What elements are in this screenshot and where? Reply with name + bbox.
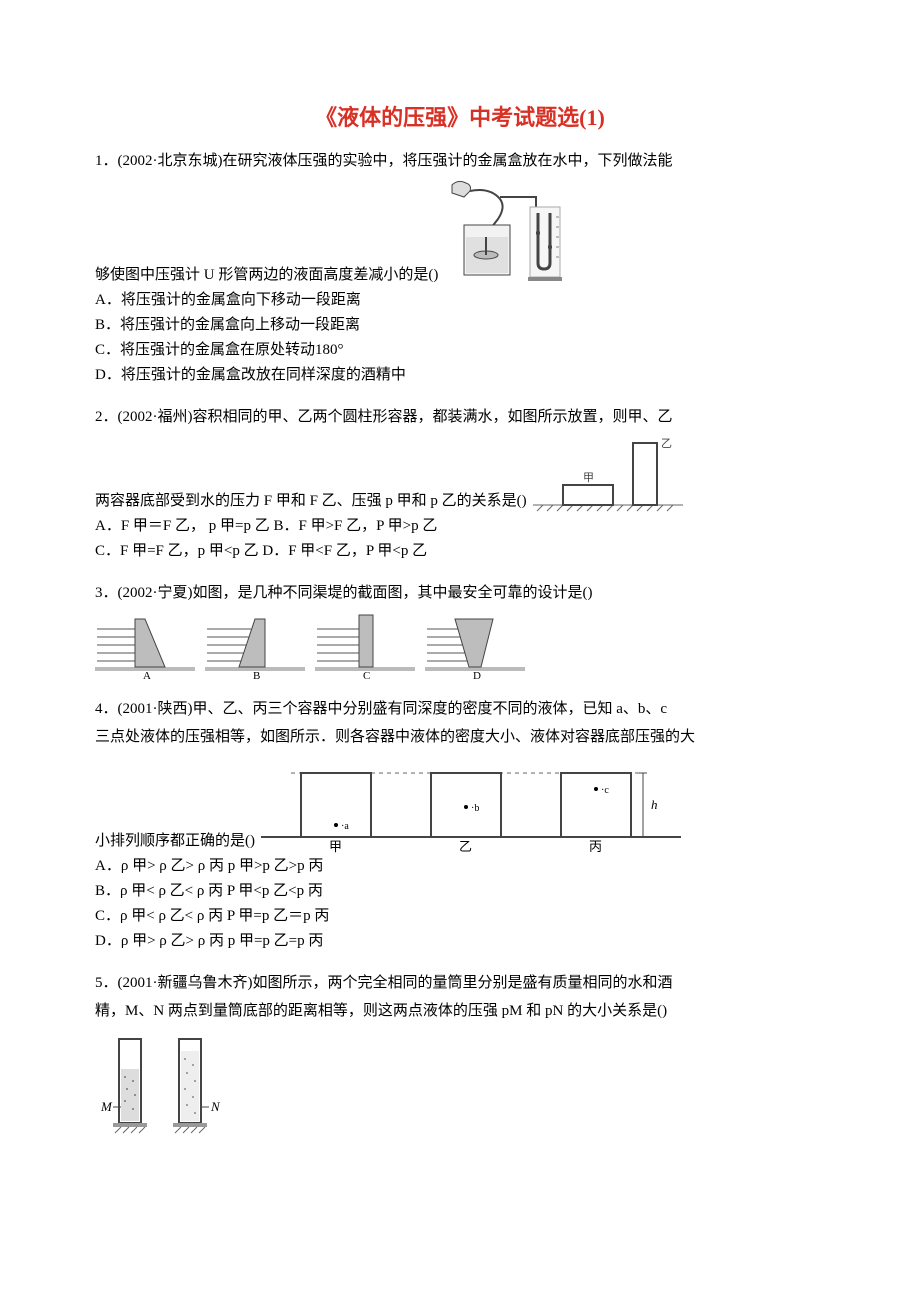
q2-option-cd: C．F 甲=F 乙，p 甲<p 乙 D．F 甲<F 乙，P 甲<p 乙	[95, 539, 825, 563]
q2-figure: 甲 乙	[533, 433, 683, 513]
svg-text:·a: ·a	[341, 821, 349, 832]
q1-option-a: A．将压强计的金属盒向下移动一段距离	[95, 288, 825, 312]
q1-option-d: D．将压强计的金属盒改放在同样深度的酒精中	[95, 363, 825, 387]
q2-stem-b: 两容器底部受到水的压力 F 甲和 F 乙、压强 p 甲和 p 乙的关系是()	[95, 489, 527, 513]
svg-text:甲: 甲	[329, 839, 342, 853]
q4-stem-c: 小排列顺序都正确的是()	[95, 829, 255, 853]
question-5: 5．(2001·新疆乌鲁木齐)如图所示，两个完全相同的量筒里分别是盛有质量相同的…	[95, 971, 825, 1139]
q4-option-a: A．ρ 甲> ρ 乙> ρ 丙 p 甲>p 乙>p 丙	[95, 854, 825, 878]
q5-figure: M N	[95, 1029, 825, 1139]
q2-stem-a: 2．(2002·福州)容积相同的甲、乙两个圆柱形容器，都装满水，如图所示放置，则…	[95, 405, 825, 429]
q2-option-ab: A．F 甲＝F 乙， p 甲=p 乙 B．F 甲>F 乙，P 甲>p 乙	[95, 514, 825, 538]
svg-text:C: C	[363, 670, 370, 679]
q3-figure-c: C	[315, 609, 415, 679]
q4-option-b: B．ρ 甲< ρ 乙< ρ 丙 P 甲<p 乙<p 丙	[95, 879, 825, 903]
q1-stem-a: 1．(2002·北京东城)在研究液体压强的实验中，将压强计的金属盒放在水中，下列…	[95, 149, 825, 173]
q4-figure: ·a 甲 ·b 乙 ·c 丙 h	[261, 753, 681, 853]
q4-stem-b: 三点处液体的压强相等，如图所示．则各容器中液体的密度大小、液体对容器底部压强的大	[95, 725, 825, 749]
svg-text:B: B	[253, 670, 260, 679]
svg-text:·c: ·c	[601, 785, 609, 796]
question-1: 1．(2002·北京东城)在研究液体压强的实验中，将压强计的金属盒放在水中，下列…	[95, 149, 825, 387]
q1-figure	[444, 177, 564, 287]
svg-text:丙: 丙	[589, 839, 602, 853]
question-4: 4．(2001·陕西)甲、乙、丙三个容器中分别盛有同深度的密度不同的液体，已知 …	[95, 697, 825, 953]
q2-label-a: 甲	[583, 472, 594, 484]
q3-figure-row: A B C D	[95, 609, 825, 679]
q1-option-c: C．将压强计的金属盒在原处转动180°	[95, 338, 825, 362]
q1-option-b: B．将压强计的金属盒向上移动一段距离	[95, 313, 825, 337]
svg-text:h: h	[651, 797, 658, 812]
q4-option-d: D．ρ 甲> ρ 乙> ρ 丙 p 甲=p 乙=p 丙	[95, 929, 825, 953]
q1-stem-b: 够使图中压强计 U 形管两边的液面高度差减小的是()	[95, 263, 438, 287]
q5-label-n: N	[210, 1099, 221, 1114]
svg-text:A: A	[143, 670, 151, 679]
q5-label-m: M	[100, 1099, 113, 1114]
q5-stem-a: 5．(2001·新疆乌鲁木齐)如图所示，两个完全相同的量筒里分别是盛有质量相同的…	[95, 971, 825, 995]
svg-text:D: D	[473, 670, 481, 679]
question-3: 3．(2002·宁夏)如图，是几种不同渠堤的截面图，其中最安全可靠的设计是() …	[95, 581, 825, 679]
q3-figure-d: D	[425, 609, 525, 679]
q3-figure-b: B	[205, 609, 305, 679]
svg-text:·b: ·b	[471, 803, 479, 814]
page-title: 《液体的压强》中考试题选(1)	[95, 100, 825, 135]
question-2: 2．(2002·福州)容积相同的甲、乙两个圆柱形容器，都装满水，如图所示放置，则…	[95, 405, 825, 563]
svg-text:乙: 乙	[459, 839, 472, 853]
q3-figure-a: A	[95, 609, 195, 679]
q2-label-b: 乙	[661, 437, 672, 450]
q5-stem-b: 精，M、N 两点到量筒底部的距离相等，则这两点液体的压强 pM 和 pN 的大小…	[95, 999, 825, 1023]
q4-stem-a: 4．(2001·陕西)甲、乙、丙三个容器中分别盛有同深度的密度不同的液体，已知 …	[95, 697, 825, 721]
q4-option-c: C．ρ 甲< ρ 乙< ρ 丙 P 甲=p 乙＝p 丙	[95, 904, 825, 928]
q3-stem: 3．(2002·宁夏)如图，是几种不同渠堤的截面图，其中最安全可靠的设计是()	[95, 581, 825, 605]
